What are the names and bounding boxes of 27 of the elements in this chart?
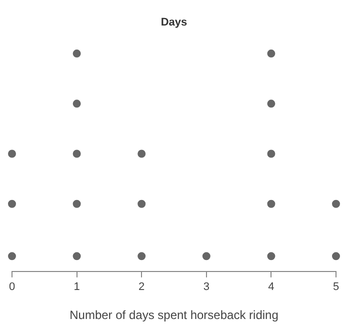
point — [72, 50, 81, 58]
point — [332, 252, 340, 260]
point — [72, 150, 81, 158]
point — [202, 252, 210, 260]
x-tick-label: 1 — [74, 281, 80, 294]
x-tick-label: 4 — [268, 281, 274, 294]
point — [8, 150, 16, 158]
x-tick-label: 2 — [138, 281, 145, 294]
point — [72, 200, 81, 208]
x-tick-label: 5 — [332, 281, 340, 294]
point — [267, 50, 276, 58]
point — [72, 252, 81, 260]
x-axis-title: Number of days spent horseback riding — [70, 308, 278, 322]
point — [72, 100, 81, 108]
chart-title: Days — [160, 16, 188, 29]
point — [8, 200, 16, 208]
x-tick-label: 3 — [203, 281, 210, 294]
point — [8, 252, 16, 260]
point — [332, 200, 340, 208]
point — [138, 200, 146, 208]
point — [267, 150, 276, 158]
x-tick-label: 0 — [8, 281, 16, 294]
point — [267, 100, 276, 108]
point — [267, 252, 276, 260]
point — [267, 200, 276, 208]
point — [138, 150, 146, 158]
point — [138, 252, 146, 260]
